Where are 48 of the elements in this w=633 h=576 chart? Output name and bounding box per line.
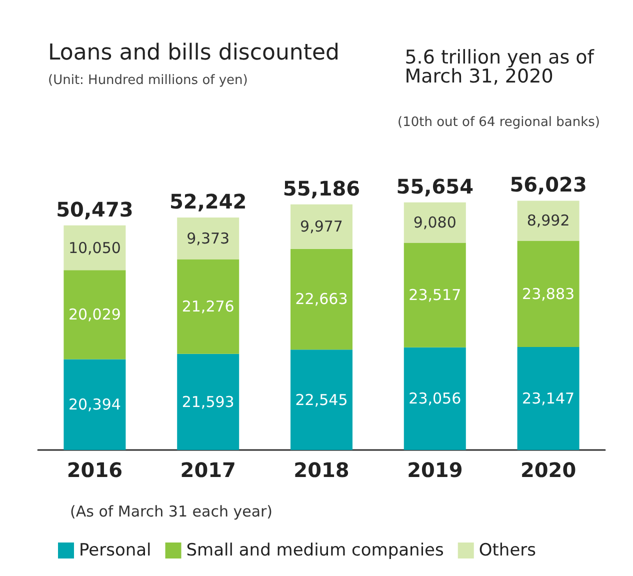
bar — [177, 354, 240, 450]
bar — [177, 218, 240, 260]
bar — [64, 359, 126, 450]
legend-label: Small and medium companies — [186, 540, 444, 560]
data-label: 23,056 — [408, 390, 462, 408]
total-label: 56,023 — [510, 172, 587, 197]
text: (As of March 31 each year) — [70, 502, 273, 520]
bar — [64, 225, 126, 270]
bar — [290, 204, 352, 249]
x-tick-label: 2020 — [520, 458, 576, 482]
bar — [404, 202, 466, 243]
bar — [517, 200, 580, 241]
bar — [404, 242, 466, 348]
x-tick-label: 2016 — [66, 458, 123, 482]
text: 5.6 trillion yen as of March 31, 2020 — [404, 46, 600, 88]
data-label: 22,545 — [295, 390, 348, 409]
total-label: 55,654 — [396, 174, 474, 198]
bar — [64, 270, 126, 360]
x-tick-label: 2017 — [180, 458, 236, 482]
total-label: 50,473 — [56, 197, 134, 222]
data-label: 10,050 — [68, 238, 121, 257]
data-label: 9,977 — [300, 218, 343, 236]
data-label: 23,147 — [522, 390, 575, 408]
data-label: 21,593 — [182, 392, 234, 411]
data-label: 23,883 — [522, 284, 575, 303]
x-tick-label: 2019 — [407, 458, 463, 482]
chart-subtitle: (Unit: Hundred millions of yen) — [48, 73, 248, 88]
data-label: 9,373 — [186, 229, 230, 248]
data-label: 21,276 — [182, 298, 234, 316]
total-label: 52,242 — [170, 190, 247, 214]
text: (10th out of 64 regional banks) — [398, 115, 600, 130]
data-label: 9,080 — [413, 214, 456, 232]
bar — [517, 240, 580, 347]
data-label: 22,663 — [295, 290, 348, 308]
legend-label: Others — [478, 540, 536, 560]
legend-label: Personal — [79, 540, 152, 560]
x-tick-label: 2018 — [294, 458, 350, 482]
bar — [517, 346, 580, 450]
bar — [404, 347, 466, 450]
bar — [290, 248, 352, 350]
data-label: 23,517 — [408, 286, 462, 304]
chart-title: Loans and bills discounted — [48, 40, 340, 66]
data-label: 8,992 — [526, 212, 570, 230]
data-label: 20,394 — [68, 396, 121, 414]
bar — [290, 350, 352, 450]
total-label: 55,186 — [282, 176, 360, 200]
data-label: 20,029 — [68, 306, 121, 324]
bar — [177, 259, 240, 354]
